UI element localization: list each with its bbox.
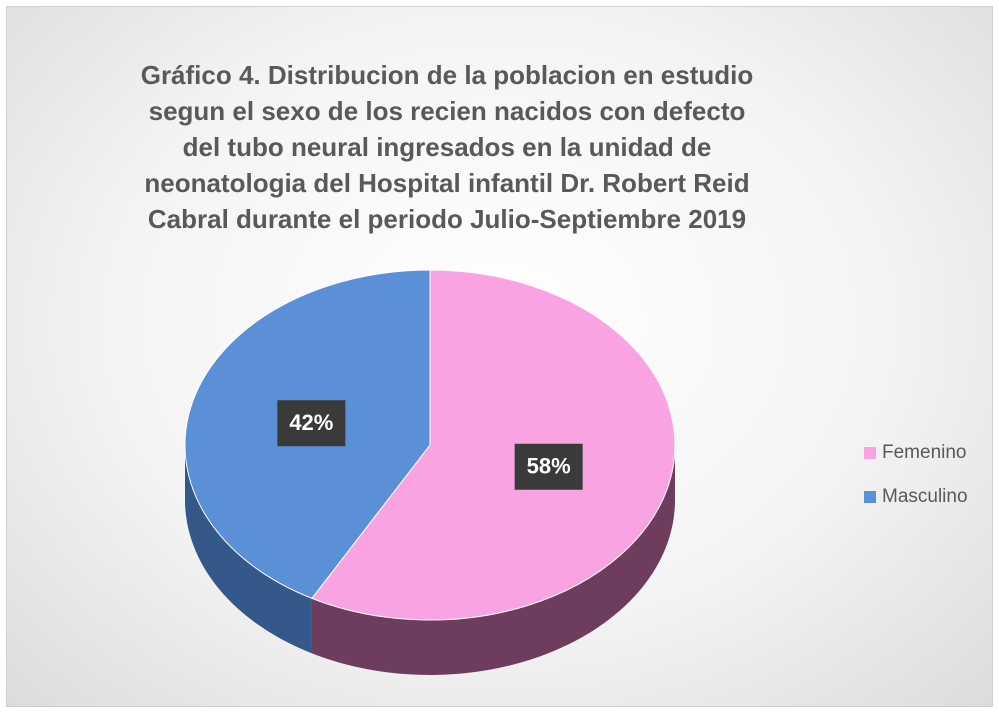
legend-label: Masculino [882,486,968,507]
data-label: 42% [289,410,333,435]
legend-label: Femenino [882,442,967,463]
pie-side [311,445,675,675]
chart-title: Gráfico 4. Distribucion de la poblacion … [140,60,754,234]
pie-slice [311,269,676,621]
pie-side [185,445,312,654]
legend-swatch [864,447,876,459]
data-label-box [514,443,583,490]
data-label: 58% [527,454,571,479]
legend-swatch [864,491,876,503]
data-label-box [277,400,346,447]
